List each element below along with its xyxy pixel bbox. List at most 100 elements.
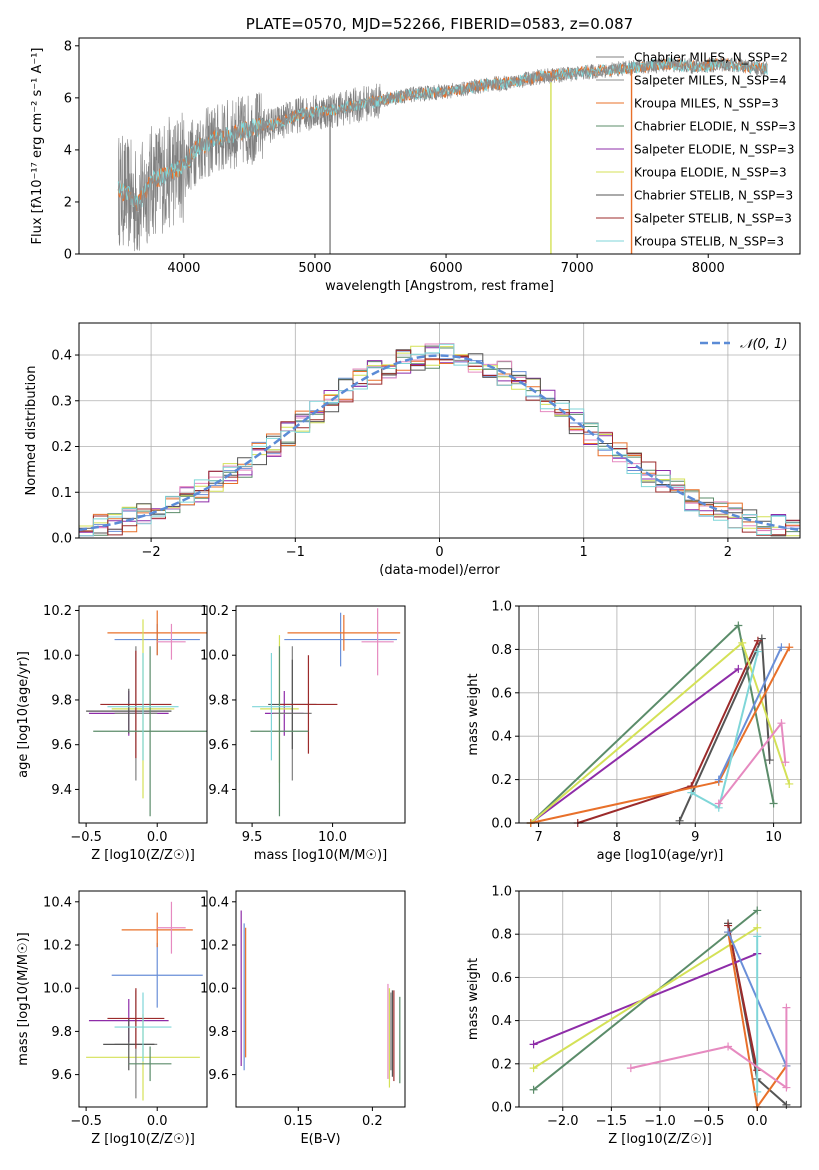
x-tick-label: −2.0 xyxy=(547,1114,579,1129)
y-axis-label: mass weight xyxy=(466,958,481,1040)
y-tick-label: 10.0 xyxy=(200,982,229,997)
x-tick-label: 0 xyxy=(435,545,443,560)
mass-weight-point xyxy=(724,928,733,937)
histogram-plot xyxy=(79,343,800,537)
x-tick-label: 8000 xyxy=(692,261,725,276)
y-tick-label: 10.2 xyxy=(200,939,229,954)
mass-weight-point xyxy=(769,799,778,808)
y-tick-label: 0.3 xyxy=(51,394,72,409)
axes-frame xyxy=(518,605,802,824)
y-tick-label: 0.0 xyxy=(491,817,512,832)
y-tick-label: 1.0 xyxy=(491,600,512,615)
y-tick-label: 10.2 xyxy=(43,939,72,954)
chart-title: PLATE=0570, MJD=52266, FIBERID=0583, z=0… xyxy=(246,15,633,33)
x-tick-label: 0.15 xyxy=(284,1114,313,1129)
mass-weight-point xyxy=(753,647,762,656)
mass-weight-point xyxy=(757,634,766,643)
y-tick-label: 0.2 xyxy=(491,773,512,788)
y-tick-label: 0.6 xyxy=(491,686,512,701)
normal-curve xyxy=(79,354,800,532)
mass-weight-point xyxy=(753,932,762,941)
mass-weight-point xyxy=(753,906,762,915)
x-tick-label: −1 xyxy=(286,545,305,560)
mass-weight-point xyxy=(738,638,747,647)
axes-frame xyxy=(235,890,406,1108)
y-tick-label: 8 xyxy=(64,39,72,54)
y-tick-label: 9.4 xyxy=(51,783,72,798)
axes-frame xyxy=(235,605,406,824)
mass-weight-point xyxy=(529,1040,538,1049)
y-tick-label: 0 xyxy=(64,248,72,263)
y-tick-label: 9.8 xyxy=(208,1025,229,1040)
mass-weight-series xyxy=(530,668,739,824)
y-tick-label: 0.4 xyxy=(491,730,512,745)
x-tick-label: 10.0 xyxy=(318,830,347,845)
y-tick-label: 4 xyxy=(64,143,72,158)
spectrum-plot xyxy=(117,56,768,254)
panel-0: 4000 5000 6000 7000 8000 0 2 4 6 8 wavelength [Ang… xyxy=(30,15,801,294)
legend-label: Kroupa ELODIE, N_SSP=3 xyxy=(634,166,787,180)
y-tick-label: 10.4 xyxy=(43,895,72,910)
x-tick-label: 9.5 xyxy=(242,830,263,845)
y-tick-label: 0.0 xyxy=(491,1101,512,1116)
mass-weight-point xyxy=(777,719,786,728)
y-tick-label: 1.0 xyxy=(491,885,512,900)
mass-weight-series xyxy=(577,640,759,824)
y-axis-label: Normed distribution xyxy=(24,366,39,496)
x-axis-label: (data-model)/error xyxy=(379,563,500,578)
x-tick-label: 0.2 xyxy=(362,1114,383,1129)
mass-weight-point xyxy=(724,1042,733,1051)
observed-spectrum xyxy=(118,56,768,252)
x-tick-label: 7 xyxy=(534,830,542,845)
x-axis-label: age [log10(age/yr)] xyxy=(597,848,724,863)
x-tick-label: −0.5 xyxy=(70,830,102,845)
x-tick-label: 10 xyxy=(765,830,782,845)
mass-weight-point xyxy=(753,636,762,645)
mass-weight-point xyxy=(714,799,723,808)
x-axis-label: Z [log10(Z/Z☉)] xyxy=(91,848,195,863)
panel-4: 7 8 9 10 0.0 0.2 0.4 0.6 0.8 1.0 age [log10(age/yr… xyxy=(466,600,802,863)
y-axis-label: Flux [fλ10⁻¹⁷ erg cm⁻² s⁻¹ A⁻¹] xyxy=(30,48,45,245)
mass-weight-point xyxy=(781,758,790,767)
y-tick-label: 0.8 xyxy=(491,928,512,943)
x-tick-label: 9 xyxy=(691,830,699,845)
x-tick-label: 0.0 xyxy=(147,830,168,845)
mass-weight-point xyxy=(714,775,723,784)
y-tick-label: 0.1 xyxy=(51,486,72,501)
legend-label: Salpeter STELIB, N_SSP=3 xyxy=(634,212,792,226)
mass-weight-point xyxy=(529,1085,538,1094)
y-tick-label: 0.2 xyxy=(491,1057,512,1072)
y-axis-label: age [log10(age/yr)] xyxy=(16,651,31,778)
x-tick-label: 5000 xyxy=(298,261,331,276)
y-tick-label: 9.6 xyxy=(208,738,229,753)
mass-weight-point xyxy=(734,621,743,630)
x-tick-label: 0.0 xyxy=(147,1114,168,1129)
y-tick-label: 10.0 xyxy=(200,649,229,664)
y-tick-label: 9.8 xyxy=(51,693,72,708)
panel-1: −2 −1 0 1 2 0.0 0.1 0.2 0.3 0.4 (data-model)/error… xyxy=(24,322,801,578)
x-tick-label: 6000 xyxy=(430,261,463,276)
mass-weight-point xyxy=(626,1064,635,1073)
y-tick-label: 0.4 xyxy=(51,349,72,364)
histogram-series xyxy=(79,349,800,536)
mass-weight-series xyxy=(530,623,775,824)
legend-label: Chabrier MILES, N_SSP=2 xyxy=(634,51,788,65)
x-tick-label: 2 xyxy=(724,545,732,560)
mass-weight-point xyxy=(782,1003,791,1012)
mass-weight-point xyxy=(675,816,684,825)
mass-weight-point xyxy=(785,779,794,788)
x-tick-label: −0.5 xyxy=(70,1114,102,1129)
mass-weight-point xyxy=(753,1087,762,1096)
x-tick-label: 7000 xyxy=(561,261,594,276)
y-axis-label: mass weight xyxy=(466,673,481,755)
mass-weight-point xyxy=(765,756,774,765)
mass-weight-point xyxy=(529,1064,538,1073)
mass-weight-point xyxy=(782,1100,791,1109)
y-tick-label: 10.2 xyxy=(200,604,229,619)
mass-weight-series xyxy=(630,1007,788,1090)
x-tick-label: −1.5 xyxy=(596,1114,628,1129)
legend-label: Kroupa STELIB, N_SSP=3 xyxy=(634,235,784,249)
x-tick-label: 4000 xyxy=(167,261,200,276)
mass-weight-point xyxy=(777,643,786,652)
